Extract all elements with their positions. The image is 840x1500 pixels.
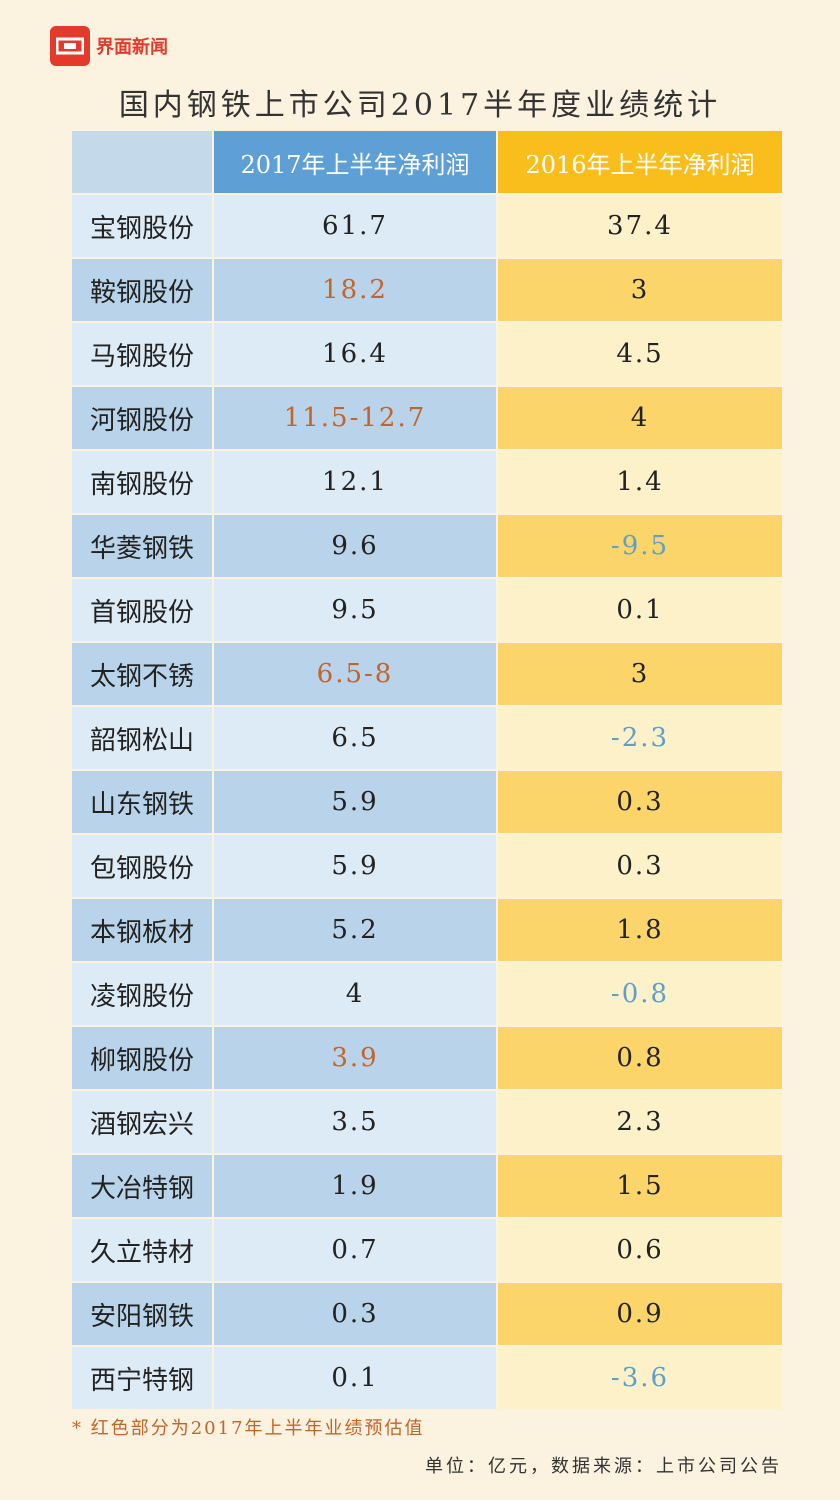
table-row: 凌钢股份 4 -0.8 [72,963,782,1025]
profit-2017-cell: 0.3 [214,1283,496,1345]
header-cell-2017: 2017年上半年净利润 [214,131,496,193]
company-cell: 久立特材 [72,1219,212,1281]
table-row: 包钢股份 5.9 0.3 [72,835,782,897]
profit-2016-cell: 3 [498,643,782,705]
jiemian-logo-icon [50,26,90,66]
table-row: 马钢股份 16.4 4.5 [72,323,782,385]
profit-2017-cell: 16.4 [214,323,496,385]
profit-2017-cell: 9.5 [214,579,496,641]
company-cell: 山东钢铁 [72,771,212,833]
data-table: 2017年上半年净利润 2016年上半年净利润 宝钢股份 61.7 37.4 鞍钢股份… [72,131,782,1411]
company-cell: 宝钢股份 [72,195,212,257]
company-cell: 南钢股份 [72,451,212,513]
profit-2017-cell: 11.5-12.7 [214,387,496,449]
profit-2016-cell: -0.8 [498,963,782,1025]
profit-2016-cell: -9.5 [498,515,782,577]
company-cell: 凌钢股份 [72,963,212,1025]
profit-2017-cell: 18.2 [214,259,496,321]
profit-2017-cell: 5.9 [214,835,496,897]
table-body: 宝钢股份 61.7 37.4 鞍钢股份 18.2 3 马钢股份 16.4 4.5 河钢股份 11.5… [72,195,782,1409]
company-cell: 西宁特钢 [72,1347,212,1409]
profit-2016-cell: 0.1 [498,579,782,641]
profit-2017-cell: 3.9 [214,1027,496,1089]
footnote: * 红色部分为2017年上半年业绩预估值 [72,1418,425,1439]
profit-2016-cell: 0.9 [498,1283,782,1345]
profit-2016-cell: 3 [498,259,782,321]
company-cell: 本钢板材 [72,899,212,961]
profit-2017-cell: 6.5-8 [214,643,496,705]
company-cell: 韶钢松山 [72,707,212,769]
profit-2016-cell: 1.8 [498,899,782,961]
profit-2017-cell: 1.9 [214,1155,496,1217]
company-cell: 河钢股份 [72,387,212,449]
table-row: 华菱钢铁 9.6 -9.5 [72,515,782,577]
company-cell: 酒钢宏兴 [72,1091,212,1153]
table-row: 首钢股份 9.5 0.1 [72,579,782,641]
table-row: 柳钢股份 3.9 0.8 [72,1027,782,1089]
profit-2016-cell: 4.5 [498,323,782,385]
company-cell: 马钢股份 [72,323,212,385]
table-row: 南钢股份 12.1 1.4 [72,451,782,513]
chart-title: 国内钢铁上市公司2017半年度业绩统计 [118,88,722,123]
profit-2016-cell: 0.3 [498,771,782,833]
profit-2016-cell: 4 [498,387,782,449]
table-row: 安阳钢铁 0.3 0.9 [72,1283,782,1345]
brand-logo: 界面新闻 [50,26,168,66]
company-cell: 鞍钢股份 [72,259,212,321]
table-row: 太钢不锈 6.5-8 3 [72,643,782,705]
header-cell-company [72,131,212,193]
company-cell: 华菱钢铁 [72,515,212,577]
company-cell: 大冶特钢 [72,1155,212,1217]
company-cell: 柳钢股份 [72,1027,212,1089]
profit-2017-cell: 0.7 [214,1219,496,1281]
table-header-row: 2017年上半年净利润 2016年上半年净利润 [72,131,782,193]
source-note: 单位：亿元，数据来源：上市公司公告 [425,1456,782,1477]
profit-2017-cell: 9.6 [214,515,496,577]
table-row: 西宁特钢 0.1 -3.6 [72,1347,782,1409]
company-cell: 包钢股份 [72,835,212,897]
table-row: 鞍钢股份 18.2 3 [72,259,782,321]
table-row: 山东钢铁 5.9 0.3 [72,771,782,833]
profit-2017-cell: 5.9 [214,771,496,833]
profit-2016-cell: 1.5 [498,1155,782,1217]
profit-2016-cell: 0.3 [498,835,782,897]
profit-2017-cell: 5.2 [214,899,496,961]
company-cell: 太钢不锈 [72,643,212,705]
table-row: 酒钢宏兴 3.5 2.3 [72,1091,782,1153]
header-cell-2016: 2016年上半年净利润 [498,131,782,193]
profit-2016-cell: -3.6 [498,1347,782,1409]
table-row: 大冶特钢 1.9 1.5 [72,1155,782,1217]
table-row: 宝钢股份 61.7 37.4 [72,195,782,257]
profit-2017-cell: 12.1 [214,451,496,513]
brand-name: 界面新闻 [96,37,168,58]
table-row: 久立特材 0.7 0.6 [72,1219,782,1281]
profit-2016-cell: 2.3 [498,1091,782,1153]
table-row: 河钢股份 11.5-12.7 4 [72,387,782,449]
profit-2016-cell: 1.4 [498,451,782,513]
profit-2016-cell: 37.4 [498,195,782,257]
company-cell: 首钢股份 [72,579,212,641]
profit-2017-cell: 4 [214,963,496,1025]
profit-2016-cell: 0.6 [498,1219,782,1281]
profit-2017-cell: 61.7 [214,195,496,257]
table-row: 韶钢松山 6.5 -2.3 [72,707,782,769]
table-row: 本钢板材 5.2 1.8 [72,899,782,961]
profit-2017-cell: 0.1 [214,1347,496,1409]
profit-2016-cell: 0.8 [498,1027,782,1089]
company-cell: 安阳钢铁 [72,1283,212,1345]
profit-2017-cell: 3.5 [214,1091,496,1153]
profit-2016-cell: -2.3 [498,707,782,769]
profit-2017-cell: 6.5 [214,707,496,769]
